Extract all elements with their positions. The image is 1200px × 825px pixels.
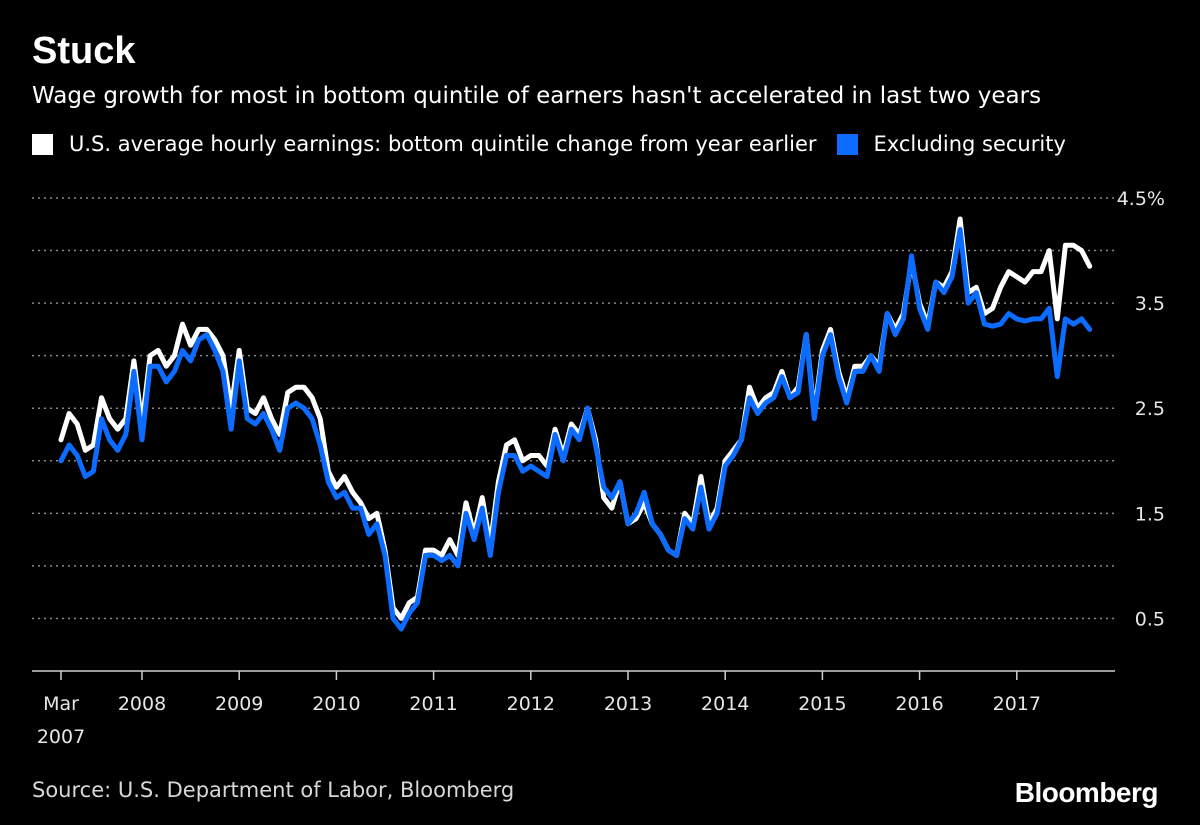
legend-swatch-white bbox=[32, 133, 53, 155]
x-tick-label: 2014 bbox=[701, 693, 749, 715]
bloomberg-logo: Bloomberg bbox=[1014, 777, 1159, 808]
series-line-bottom-quintile bbox=[58, 216, 1093, 621]
source-note: Source: U.S. Department of Labor, Bloomb… bbox=[32, 778, 515, 802]
y-axis-labels: 4.5% 3.5 2.5 1.5 0.5 bbox=[1117, 188, 1165, 630]
x-tick-label-year: 2007 bbox=[37, 726, 85, 748]
y-tick-label: 4.5% bbox=[1117, 188, 1165, 210]
x-tick-label: 2017 bbox=[993, 693, 1041, 715]
legend-item-bottom-quintile: U.S. average hourly earnings: bottom qui… bbox=[32, 128, 817, 160]
x-tick-label: 2015 bbox=[798, 693, 846, 715]
x-tick-label: 2010 bbox=[312, 693, 360, 715]
legend-label-bottom-quintile: U.S. average hourly earnings: bottom qui… bbox=[69, 132, 817, 156]
x-tick-label: Mar bbox=[43, 693, 79, 715]
legend: U.S. average hourly earnings: bottom qui… bbox=[32, 128, 1086, 160]
x-tick-label: 2012 bbox=[507, 693, 555, 715]
x-axis-labels: Mar 2007 2008 2009 2010 2011 2012 2013 2014 2015 2… bbox=[37, 693, 1041, 748]
chart-subtitle: Wage growth for most in bottom quintile … bbox=[32, 83, 1042, 109]
series-line-excluding-security bbox=[58, 227, 1093, 632]
y-tick-label: 1.5 bbox=[1135, 503, 1165, 525]
y-tick-label: 0.5 bbox=[1135, 608, 1165, 630]
x-tick-label: 2011 bbox=[409, 693, 457, 715]
x-tick-label: 2009 bbox=[215, 693, 263, 715]
y-tick-label: 3.5 bbox=[1135, 293, 1165, 315]
x-tick-label: 2013 bbox=[604, 693, 652, 715]
x-tick-label: 2016 bbox=[895, 693, 943, 715]
series-lines bbox=[58, 216, 1093, 632]
gridlines bbox=[32, 197, 1115, 620]
legend-swatch-blue bbox=[836, 133, 858, 155]
x-axis bbox=[32, 670, 1115, 680]
x-tick-label: 2008 bbox=[118, 693, 166, 715]
legend-item-excluding-security: Excluding security bbox=[836, 128, 1066, 160]
legend-label-excluding-security: Excluding security bbox=[873, 132, 1066, 156]
y-tick-label: 2.5 bbox=[1135, 398, 1165, 420]
chart-title: Stuck bbox=[32, 30, 136, 72]
